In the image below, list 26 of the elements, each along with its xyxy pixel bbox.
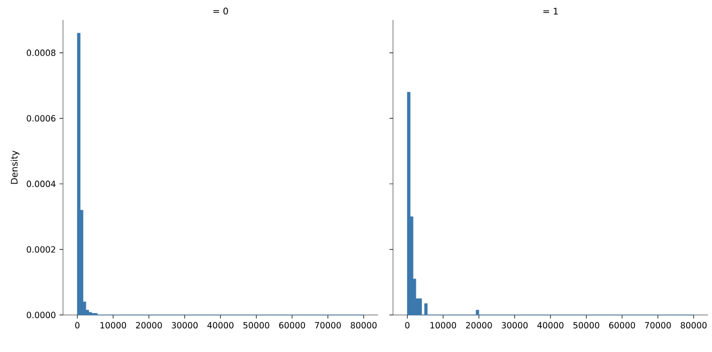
chart-title: = 1: [543, 8, 558, 14]
x-tick-label: 50000: [243, 322, 270, 328]
x-tick-label: 30000: [502, 322, 528, 328]
x-tick-label: 30000: [172, 322, 198, 328]
y-tick-label: 0.0004: [26, 180, 56, 188]
y-tick-label: 0.0008: [26, 50, 56, 56]
x-tick-label: 10000: [430, 322, 456, 328]
x-tick-label: 70000: [645, 322, 671, 328]
y-axis-title: Density: [10, 150, 20, 184]
chart-title: = 0: [213, 8, 228, 14]
x-tick-label: 10000: [100, 322, 126, 328]
y-tick-label: 0.0002: [26, 246, 56, 253]
x-tick-label: 60000: [609, 322, 636, 328]
x-tick-label: 60000: [279, 322, 306, 328]
x-tick-label: 80000: [350, 322, 377, 328]
y-tick-label: 0.0000: [26, 312, 56, 318]
x-tick-label: 40000: [537, 322, 564, 328]
x-tick-label: 50000: [573, 322, 600, 328]
x-tick-label: 20000: [466, 322, 492, 328]
x-tick-label: 20000: [136, 322, 162, 328]
x-tick-label: 80000: [680, 322, 707, 328]
x-tick-label: 70000: [315, 322, 341, 328]
x-tick-label: 0: [75, 322, 80, 328]
x-tick-label: 0: [405, 322, 410, 328]
y-tick-label: 0.0006: [26, 115, 56, 122]
x-tick-label: 40000: [207, 322, 234, 328]
